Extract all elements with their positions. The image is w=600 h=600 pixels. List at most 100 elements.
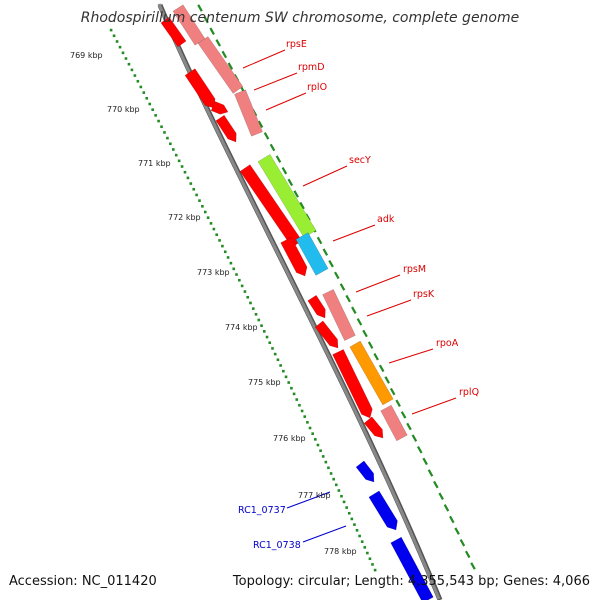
gene-label: adk <box>377 214 395 225</box>
gene-features <box>160 4 434 600</box>
tick-dot <box>133 74 137 77</box>
tick-dash <box>209 27 215 35</box>
tick-dot <box>290 386 293 390</box>
rplQ-gene <box>363 416 384 439</box>
tick-dash <box>345 294 351 303</box>
scale-label: 774 kbp <box>225 323 258 332</box>
tick-dash <box>384 376 390 384</box>
tick-dot <box>251 307 255 310</box>
tick-dash <box>400 411 407 419</box>
tick-dot <box>334 483 338 487</box>
tick-dash <box>454 527 460 535</box>
leader-line <box>265 92 307 111</box>
tick-dash <box>406 422 412 431</box>
tick-dot <box>329 472 333 475</box>
gene-label: rplO <box>307 82 327 93</box>
tick-dot <box>342 500 346 504</box>
tick-dot <box>284 375 288 379</box>
tick-dash <box>470 562 476 570</box>
tick-dot <box>160 125 163 129</box>
tick-dot <box>203 210 207 214</box>
gene-label: rpoA <box>436 338 459 349</box>
tick-dash <box>257 120 264 128</box>
tick-dash <box>459 539 466 547</box>
tick-dot <box>300 409 304 413</box>
tick-dot <box>308 426 312 430</box>
tick-dot <box>262 330 266 333</box>
scale-label: 775 kbp <box>248 378 281 387</box>
tick-dot <box>353 523 356 526</box>
tick-dot <box>276 358 280 362</box>
tick-dot <box>115 40 119 43</box>
tick-dot <box>201 205 204 208</box>
tick-dot <box>324 460 328 464</box>
tick-dot <box>314 438 317 441</box>
tick-dot <box>282 369 285 373</box>
tick-dot <box>145 97 149 100</box>
tick-dot <box>192 187 196 191</box>
tick-dot <box>154 114 157 117</box>
tick-dot <box>337 489 341 492</box>
scale-label: 777 kbp <box>298 491 331 500</box>
tick-dash <box>422 457 428 466</box>
tick-dash <box>367 341 374 349</box>
tick-dash <box>443 504 450 512</box>
tick-dash <box>378 364 385 373</box>
tick-dot <box>243 290 247 293</box>
gene-label: rpsK <box>413 289 435 300</box>
tick-dot <box>257 318 261 322</box>
tick-dot <box>265 335 269 339</box>
scale-label: 772 kbp <box>168 213 201 222</box>
tick-dot <box>273 352 277 356</box>
tick-dot <box>221 244 224 248</box>
tick-dot <box>212 227 216 231</box>
tick-dot <box>355 529 359 532</box>
tick-dash <box>433 480 439 489</box>
rpsK-gene <box>314 320 339 349</box>
tick-dot <box>345 506 348 509</box>
tick-dash <box>438 492 444 500</box>
tick-dot <box>327 466 330 470</box>
scale-label: 770 kbp <box>107 105 140 114</box>
tick-dot <box>319 449 322 453</box>
tick-dash <box>449 515 455 524</box>
adk-gene-outer <box>295 232 329 276</box>
tick-dot <box>321 455 325 458</box>
tick-dot <box>148 102 152 106</box>
leader-line <box>411 397 457 415</box>
secY-gene-outer <box>257 154 317 238</box>
tick-dash <box>287 178 294 187</box>
tick-dash <box>389 387 396 396</box>
scale-labels: 769 kbp 770 kbp 771 kbp 772 kbp 773 kbp 774 k… <box>70 51 357 556</box>
tick-dot <box>118 45 122 49</box>
tick-dot <box>183 170 187 174</box>
tick-dash <box>464 550 471 559</box>
tick-dash <box>221 50 228 59</box>
leader-line <box>388 348 434 364</box>
tick-dot <box>218 239 221 242</box>
tick-dash <box>197 4 203 12</box>
tick-dot <box>177 159 181 163</box>
tick-dot <box>127 62 131 66</box>
tick-dot <box>238 278 241 282</box>
leader-line <box>253 72 298 91</box>
tick-dash <box>351 306 357 314</box>
gene-label: RC1_0737 <box>238 505 286 516</box>
tick-dot <box>279 364 282 367</box>
map-title: Rhodospirillum centenum SW chromosome, c… <box>80 10 520 26</box>
rplO-gene <box>215 114 237 143</box>
tick-dot <box>254 313 258 316</box>
tick-dash <box>203 15 209 24</box>
rplO-light <box>234 89 263 137</box>
tick-dot <box>171 148 175 151</box>
tick-dot <box>166 136 169 140</box>
tick-dash <box>269 143 276 152</box>
tick-dot <box>206 216 210 219</box>
gene-label: secY <box>349 155 371 166</box>
tick-dash <box>322 248 329 256</box>
tick-dot <box>366 551 369 555</box>
leader-line <box>332 224 376 242</box>
tick-dash <box>316 236 323 245</box>
tick-dot <box>303 415 307 418</box>
